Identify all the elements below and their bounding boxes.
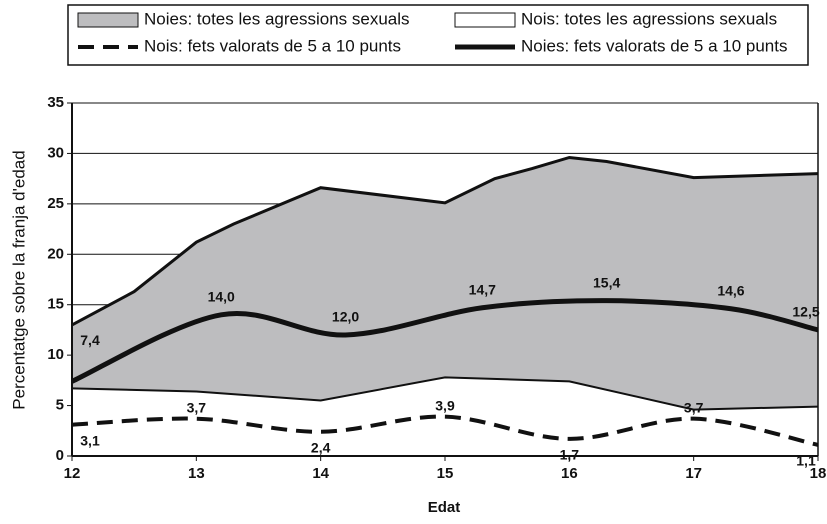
legend-swatch [454, 12, 516, 28]
value-label: 3,7 [187, 399, 207, 415]
value-label: 14,6 [717, 282, 744, 298]
x-tick-label: 13 [188, 465, 205, 482]
x-tick-label: 17 [685, 465, 702, 482]
value-label: 12,5 [792, 304, 819, 320]
legend-box [67, 4, 809, 66]
y-tick-label: 35 [47, 94, 64, 111]
x-axis-label: Edat [428, 499, 461, 516]
value-label: 7,4 [80, 332, 100, 348]
x-tick-label: 16 [561, 465, 578, 482]
y-tick-label: 20 [47, 245, 64, 262]
value-label: 12,0 [332, 309, 359, 325]
value-label: 2,4 [311, 439, 331, 455]
y-tick-label: 0 [56, 447, 64, 464]
x-tick-label: 12 [64, 465, 81, 482]
area [72, 157, 818, 456]
value-label: 14,0 [208, 289, 235, 305]
y-tick-label: 30 [47, 144, 64, 161]
legend-label: Nois: totes les agressions sexuals [521, 9, 777, 28]
legend-label: Noies: fets valorats de 5 a 10 punts [521, 36, 788, 55]
value-label: 1,7 [560, 447, 580, 463]
value-label: 3,1 [80, 432, 100, 448]
line [70, 298, 819, 384]
value-label: 15,4 [593, 274, 620, 290]
y-tick-label: 25 [47, 195, 64, 212]
y-axis-label: Percentatge sobre la franja d'edad [9, 150, 28, 409]
area-outline [71, 155, 819, 327]
legend-swatch [77, 12, 139, 28]
x-tick-label: 18 [810, 465, 827, 482]
x-tick-label: 15 [437, 465, 454, 482]
area-outline [71, 376, 819, 411]
line [71, 414, 819, 447]
x-tick-label: 14 [312, 465, 329, 482]
y-tick-label: 10 [47, 346, 64, 363]
legend-label: Nois: fets valorats de 5 a 10 punts [144, 36, 401, 55]
y-tick-label: 15 [47, 296, 64, 313]
y-tick-label: 5 [56, 397, 64, 414]
value-label: 3,7 [684, 399, 704, 415]
value-label: 14,7 [469, 281, 496, 297]
legend-label: Noies: totes les agressions sexuals [144, 9, 410, 28]
value-label: 3,9 [435, 397, 455, 413]
